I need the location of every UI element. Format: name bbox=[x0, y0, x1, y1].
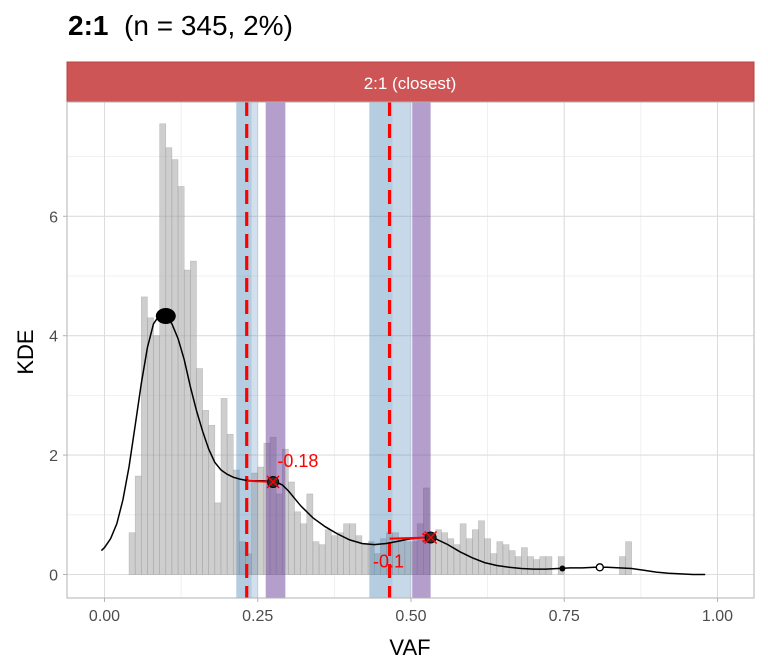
histogram-bar bbox=[128, 532, 136, 575]
histogram-bar bbox=[288, 481, 295, 575]
histogram-bar bbox=[153, 335, 160, 575]
y-tick-label: 2 bbox=[49, 448, 58, 465]
peak-markers bbox=[155, 307, 605, 572]
peak-marker-large bbox=[155, 307, 176, 324]
facet-strip-bg bbox=[66, 61, 755, 103]
histogram-bar bbox=[343, 523, 350, 575]
highlight-band bbox=[412, 102, 431, 598]
facet-strip-label: 2:1 (closest) bbox=[364, 74, 457, 93]
histogram-bar bbox=[619, 556, 626, 575]
histogram-bar bbox=[226, 433, 234, 575]
histogram-bar bbox=[472, 529, 479, 575]
histogram-bar bbox=[521, 547, 528, 575]
histogram-bar bbox=[312, 541, 320, 575]
highlight-bands bbox=[236, 102, 431, 598]
highlight-band bbox=[236, 102, 252, 598]
histogram-bar bbox=[545, 556, 553, 575]
histogram-bar bbox=[294, 511, 301, 575]
histogram-bar bbox=[318, 544, 326, 575]
annotation-label: -0.18 bbox=[277, 451, 318, 471]
annotation-arrow-shaft bbox=[389, 536, 431, 540]
peak-marker-cross bbox=[266, 475, 280, 489]
annotation-label: -0.1 bbox=[373, 551, 404, 571]
histogram-bar bbox=[257, 466, 265, 575]
histogram-bar bbox=[190, 260, 197, 575]
histogram-bar bbox=[165, 147, 173, 575]
peak-marker-open bbox=[595, 563, 605, 572]
histogram-bar bbox=[484, 538, 491, 575]
chart-title-bold: 2:1 bbox=[68, 10, 109, 41]
histogram-bar bbox=[349, 523, 357, 575]
histogram-bar bbox=[502, 544, 510, 575]
histogram-bar bbox=[171, 159, 179, 575]
grid-lines bbox=[67, 102, 754, 598]
histogram-bar bbox=[331, 535, 338, 575]
x-tick-label: 1.00 bbox=[702, 608, 733, 625]
histogram-bar bbox=[539, 556, 547, 575]
histogram-bar bbox=[557, 556, 565, 575]
y-tick-label: 0 bbox=[49, 568, 58, 585]
histogram-bar bbox=[196, 368, 203, 575]
x-tick-label: 0.75 bbox=[549, 608, 580, 625]
x-tick-label: 0.00 bbox=[89, 608, 120, 625]
histogram-bar bbox=[447, 538, 455, 575]
histogram-bar bbox=[220, 398, 228, 575]
chart-title: 2:1 (n = 345, 2%) bbox=[68, 10, 293, 42]
histogram-bar bbox=[337, 532, 344, 575]
x-tick-label: 0.50 bbox=[395, 608, 426, 625]
histogram-bar bbox=[324, 529, 332, 575]
highlight-band bbox=[369, 102, 393, 598]
highlight-band bbox=[251, 102, 258, 598]
histogram-bar bbox=[441, 532, 449, 575]
histogram-bar bbox=[300, 523, 308, 575]
histogram-bar bbox=[134, 475, 142, 575]
histogram-bars bbox=[128, 123, 632, 575]
x-tick-label: 0.25 bbox=[242, 608, 273, 625]
histogram-bar bbox=[514, 556, 522, 575]
facet-strip: 2:1 (closest) bbox=[66, 61, 755, 103]
histogram-bar bbox=[533, 559, 540, 575]
highlight-band bbox=[392, 102, 411, 598]
histogram-bar bbox=[306, 493, 314, 575]
histogram-bar bbox=[496, 541, 504, 575]
chart-title-rest: (n = 345, 2%) bbox=[124, 10, 293, 41]
histogram-bar bbox=[177, 186, 185, 575]
histogram-bar bbox=[478, 520, 485, 575]
y-tick-label: 6 bbox=[49, 209, 58, 226]
histogram-bar bbox=[527, 556, 534, 575]
histogram-bar bbox=[508, 550, 516, 575]
histogram-bar bbox=[147, 317, 154, 575]
histogram-bar bbox=[159, 123, 167, 575]
y-axis-title: KDE bbox=[13, 329, 38, 374]
peak-marker-cross bbox=[424, 530, 438, 545]
highlight-band bbox=[265, 102, 286, 598]
histogram-bar bbox=[459, 523, 467, 575]
histogram-bar bbox=[208, 425, 216, 575]
histogram-bar bbox=[625, 541, 632, 575]
histogram-bar bbox=[214, 502, 222, 575]
x-axis-title: VAF bbox=[389, 635, 430, 660]
histogram-bar bbox=[232, 469, 240, 575]
peak-marker-small bbox=[559, 565, 566, 572]
dashed-lines bbox=[245, 102, 392, 598]
histogram-bar bbox=[361, 544, 369, 575]
y-tick-label: 4 bbox=[49, 329, 58, 346]
histogram-bar bbox=[141, 296, 148, 575]
histogram-bar bbox=[183, 269, 191, 575]
axes: 0.00 0.25 0.50 0.75 1.00 0 2 4 6 bbox=[49, 101, 755, 625]
